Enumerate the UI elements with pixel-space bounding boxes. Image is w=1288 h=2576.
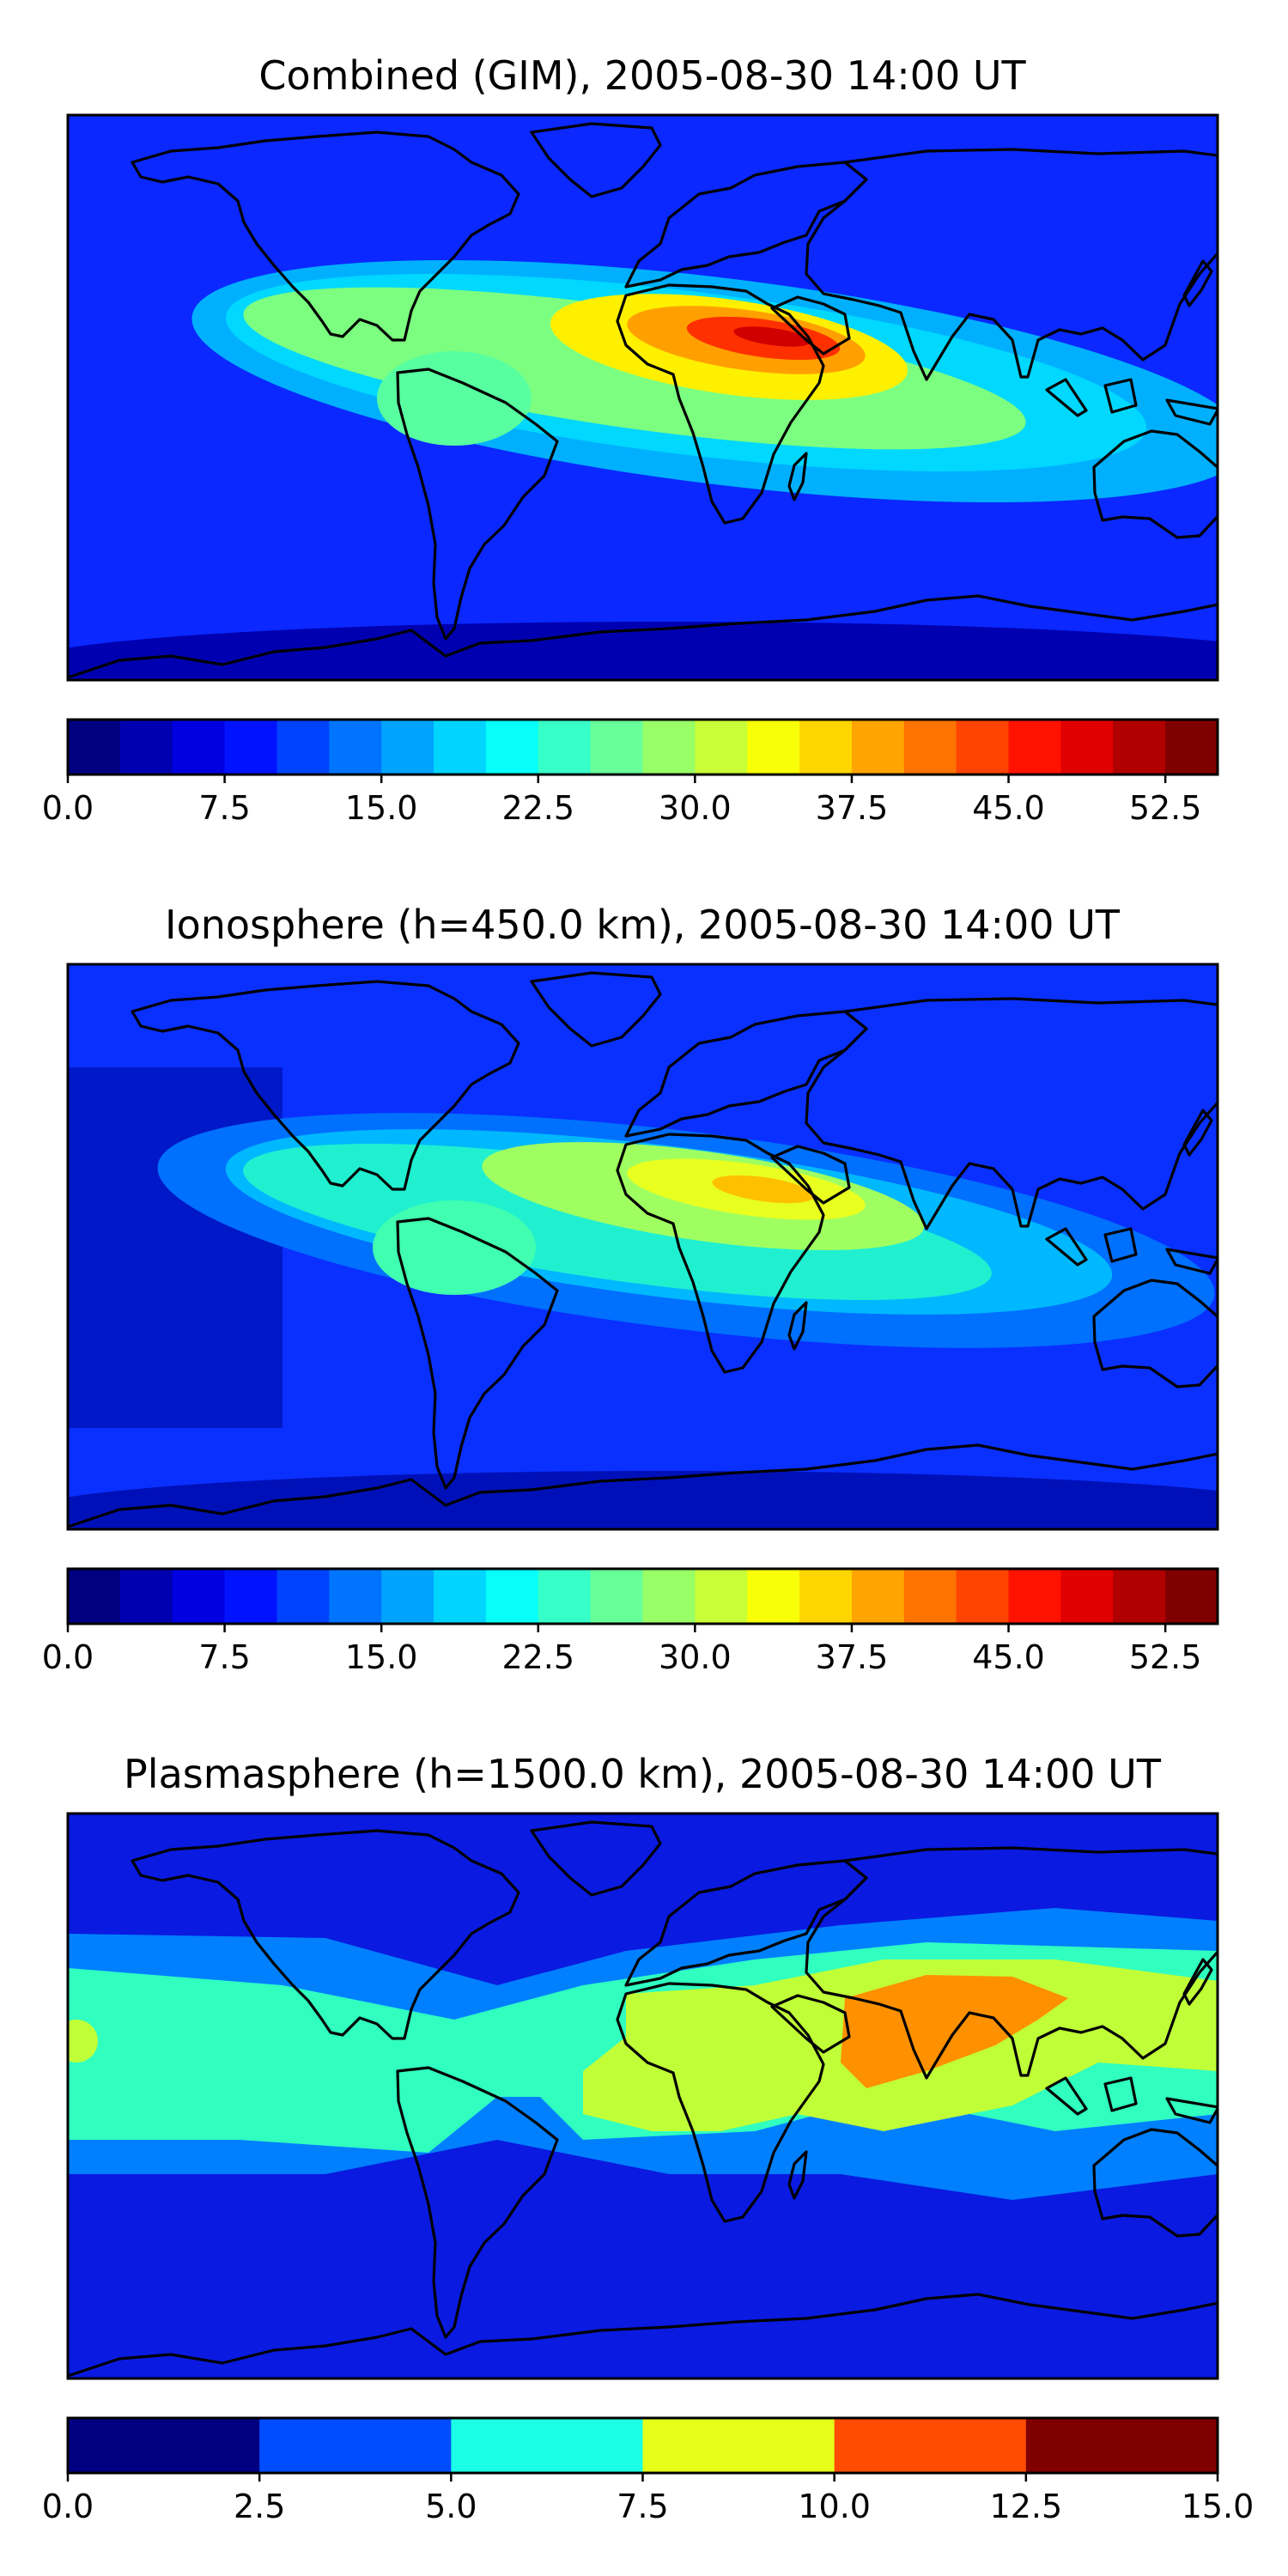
panel-3-colorbar-tick-label-5: 12.5 xyxy=(990,2488,1063,2525)
panel-1-colorbar-swatch-6 xyxy=(381,720,434,775)
panel-1-colorbar-swatch-17 xyxy=(956,720,1010,775)
panel-1-south-low xyxy=(68,622,1218,680)
panel-3-colorbar-swatch-4 xyxy=(834,2418,1027,2473)
panel-2-colorbar: 0.0 7.5 15.0 22.5 30.0 37.5 45.0 52.5 xyxy=(42,1567,1219,1676)
panel-2-colorbar-swatch-5 xyxy=(329,1569,382,1624)
panel-2-south-low xyxy=(68,1471,1218,1529)
panel-3-colorbar-tick-label-0: 0.0 xyxy=(42,2488,94,2525)
panel-2-colorbar-tick-label-3: 22.5 xyxy=(501,1638,574,1676)
panel-3-frame xyxy=(66,1812,1219,2380)
panel-1-colorbar: 0.0 7.5 15.0 22.5 30.0 37.5 45.0 52.5 xyxy=(42,718,1219,827)
panel-2-colorbar-swatch-1 xyxy=(119,1569,173,1624)
panel-1-colorbar-tick-label-7: 52.5 xyxy=(1129,789,1202,827)
panel-2-colorbar-swatch-7 xyxy=(434,1569,487,1624)
panel-2-colorbar-swatch-8 xyxy=(485,1569,539,1624)
panel-1-map xyxy=(68,115,1218,680)
panel-3-colorbar-tick-label-1: 2.5 xyxy=(234,2488,285,2525)
panel-1-colorbar-swatch-10 xyxy=(590,720,644,775)
panel-1-colorbar-swatch-9 xyxy=(538,720,592,775)
panel-2-colorbar-swatch-18 xyxy=(1008,1569,1062,1624)
panel-2-colorbar-tick-label-7: 52.5 xyxy=(1129,1638,1202,1676)
panel-2-colorbar-tick-label-1: 7.5 xyxy=(198,1638,250,1676)
panel-1-colorbar-swatch-4 xyxy=(276,720,330,775)
panel-2-colorbar-swatch-2 xyxy=(172,1569,226,1624)
panel-3-map xyxy=(68,1814,1218,2379)
panel-2-colorbar-swatch-14 xyxy=(799,1569,853,1624)
panel-2-title: Ionosphere (h=450.0 km), 2005-08-30 14:0… xyxy=(165,902,1121,948)
panel-3-colorbar-tick-label-2: 5.0 xyxy=(425,2488,477,2525)
panel-2-colorbar-swatch-17 xyxy=(956,1569,1010,1624)
panel-2-colorbar-tick-label-4: 30.0 xyxy=(659,1638,732,1676)
panel-2-southamerica-lobe xyxy=(373,1200,536,1295)
panel-2-colorbar-tick-label-0: 0.0 xyxy=(42,1638,94,1676)
panel-1-colorbar-swatch-2 xyxy=(172,720,226,775)
panel-1-colorbar-tick-label-0: 0.0 xyxy=(42,789,94,827)
panel-2-colorbar-swatch-6 xyxy=(381,1569,434,1624)
panel-1-colorbar-tick-label-1: 7.5 xyxy=(198,789,250,827)
panel-2-colorbar-swatch-19 xyxy=(1060,1569,1114,1624)
panel-2-colorbar-swatch-16 xyxy=(903,1569,957,1624)
panel-2-colorbar-swatch-20 xyxy=(1113,1569,1166,1624)
panel-1-frame xyxy=(66,113,1219,682)
panel-2-colorbar-swatch-15 xyxy=(851,1569,905,1624)
panel-3-west-edge-lobe xyxy=(68,2020,98,2063)
panel-2-colorbar-tick-label-6: 45.0 xyxy=(972,1638,1045,1676)
panel-1-colorbar-swatch-15 xyxy=(851,720,905,775)
panel-3-colorbar-tick-label-4: 10.0 xyxy=(798,2488,871,2525)
panel-1-colorbar-swatch-21 xyxy=(1165,720,1218,775)
panel-3-colorbar-swatch-0 xyxy=(68,2418,260,2473)
panel-2-colorbar-swatch-12 xyxy=(695,1569,748,1624)
panel-1-colorbar-tick-label-3: 22.5 xyxy=(501,789,574,827)
panel-1-colorbar-swatch-8 xyxy=(485,720,539,775)
panel-1-colorbar-tick-label-4: 30.0 xyxy=(659,789,732,827)
panel-2-colorbar-tick-label-5: 37.5 xyxy=(816,1638,889,1676)
panel-1-colorbar-swatch-16 xyxy=(903,720,957,775)
panel-3-colorbar-swatch-2 xyxy=(451,2418,644,2473)
panel-3-title: Plasmasphere (h=1500.0 km), 2005-08-30 1… xyxy=(124,1751,1162,1797)
panel-3-colorbar-tick-label-6: 15.0 xyxy=(1182,2488,1255,2525)
panel-2-colorbar-swatch-3 xyxy=(224,1569,278,1624)
panel-2-map xyxy=(68,964,1218,1529)
panel-2-colorbar-swatch-9 xyxy=(538,1569,592,1624)
panel-1-colorbar-tick-label-2: 15.0 xyxy=(345,789,418,827)
panel-2-colorbar-swatch-21 xyxy=(1165,1569,1218,1624)
panel-3-colorbar: 0.0 2.5 5.0 7.5 10.0 12.5 15.0 xyxy=(42,2416,1255,2525)
panel-1-colorbar-tick-label-5: 37.5 xyxy=(816,789,889,827)
panel-1-title: Combined (GIM), 2005-08-30 14:00 UT xyxy=(258,52,1026,99)
panel-3-colorbar-swatch-3 xyxy=(642,2418,835,2473)
panel-1-colorbar-swatch-20 xyxy=(1113,720,1166,775)
panel-2-colorbar-swatch-11 xyxy=(642,1569,696,1624)
panel-2-colorbar-swatch-4 xyxy=(276,1569,330,1624)
panel-3-colorbar-swatch-5 xyxy=(1025,2418,1218,2473)
panel-1-peak-core xyxy=(733,326,811,347)
panel-2-colorbar-swatch-10 xyxy=(590,1569,644,1624)
panel-3-colorbar-tick-label-3: 7.5 xyxy=(617,2488,668,2525)
panel-1-colorbar-swatch-7 xyxy=(434,720,487,775)
panel-1-colorbar-swatch-1 xyxy=(119,720,173,775)
panel-2-pacific-low xyxy=(68,1067,283,1428)
panel-2-peak xyxy=(712,1175,815,1204)
panel-1-colorbar-swatch-19 xyxy=(1060,720,1114,775)
panel-2-colorbar-swatch-13 xyxy=(747,1569,800,1624)
panel-2-frame xyxy=(66,963,1219,1531)
panel-1-colorbar-swatch-13 xyxy=(747,720,800,775)
panel-1-southamerica-lobe xyxy=(377,351,532,446)
panel-2-colorbar-tick-label-2: 15.0 xyxy=(345,1638,418,1676)
panel-1-colorbar-swatch-18 xyxy=(1008,720,1062,775)
panel-2-colorbar-swatch-0 xyxy=(68,1569,121,1624)
panel-1-colorbar-swatch-11 xyxy=(642,720,696,775)
panel-1-colorbar-swatch-5 xyxy=(329,720,382,775)
panel-1-colorbar-swatch-0 xyxy=(68,720,121,775)
panel-1-colorbar-swatch-3 xyxy=(224,720,278,775)
panel-1-colorbar-tick-label-6: 45.0 xyxy=(972,789,1045,827)
panel-1-colorbar-swatch-12 xyxy=(695,720,748,775)
panel-1-colorbar-swatch-14 xyxy=(799,720,853,775)
panel-3-colorbar-swatch-1 xyxy=(259,2418,452,2473)
